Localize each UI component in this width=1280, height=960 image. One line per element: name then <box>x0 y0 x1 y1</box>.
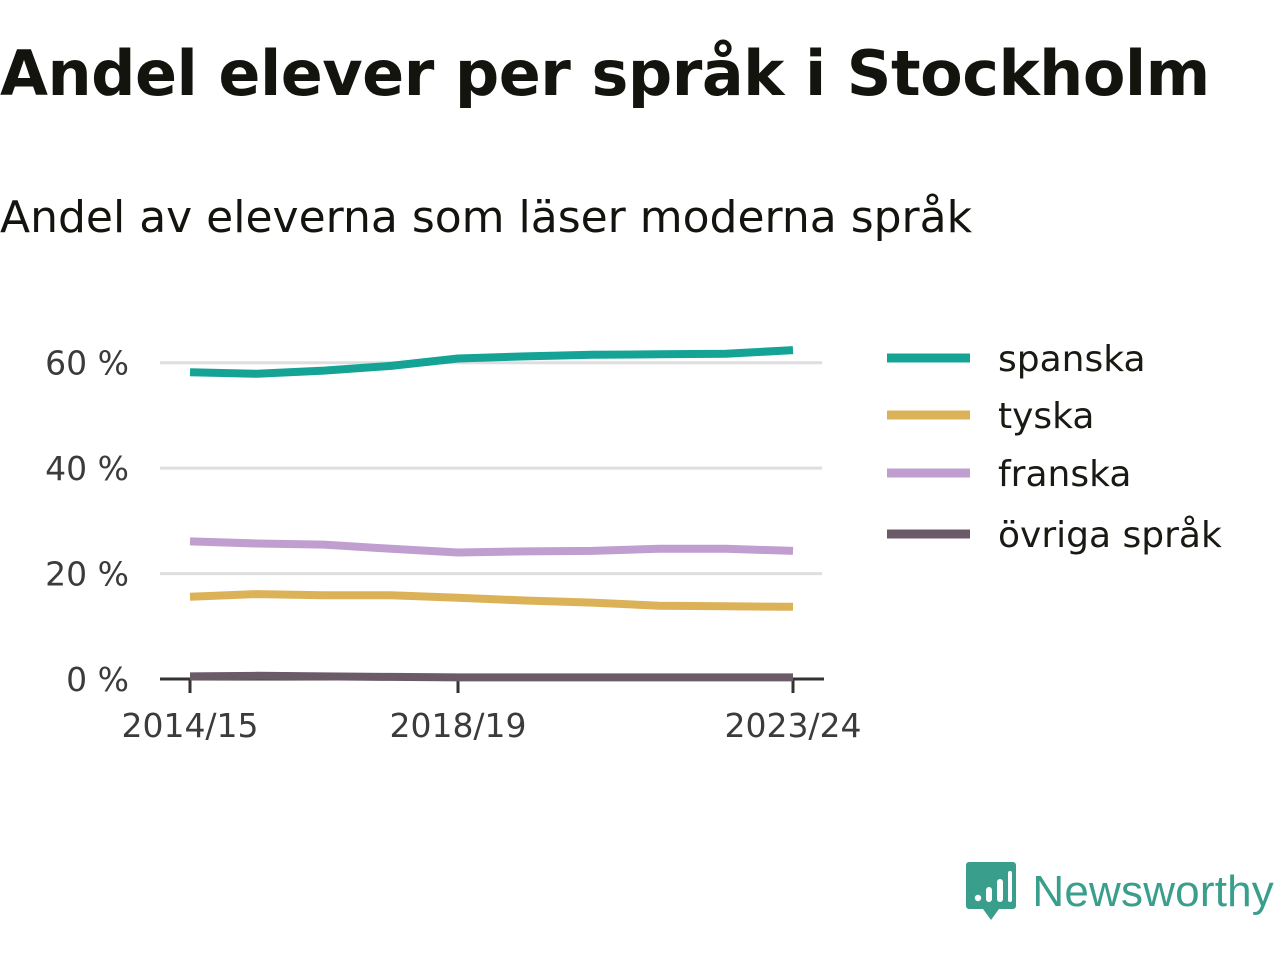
legend-label: övriga språk <box>998 515 1222 556</box>
legend-label: franska <box>998 454 1131 495</box>
y-tick-label: 0 % <box>66 660 129 699</box>
brand-name: Newsworthy <box>1032 867 1274 916</box>
series-line-3 <box>189 671 793 682</box>
chart-subtitle: Andel av eleverna som läser moderna språ… <box>0 192 973 243</box>
grid-layer <box>160 361 822 576</box>
chart-title: Andel elever per språk i Stockholm <box>0 37 1210 110</box>
series-layer <box>189 346 794 682</box>
newsworthy-logo-icon <box>966 862 1017 920</box>
legend: spanska tyska franska övriga språk <box>887 339 1222 556</box>
line-chart: 0 % 20 % 40 % 60 % 2014/15 2018/19 2023/24 spa… <box>45 339 1222 745</box>
brand-logo: Newsworthy <box>966 862 1274 922</box>
x-tick-label: 2023/24 <box>724 706 861 745</box>
x-tick-label: 2014/15 <box>121 706 258 745</box>
series-line-0 <box>189 346 794 378</box>
series-line-1 <box>189 590 794 611</box>
legend-label: tyska <box>998 396 1094 437</box>
series-line-2 <box>189 537 794 557</box>
y-tick-label: 40 % <box>45 449 129 488</box>
y-tick-label: 20 % <box>45 555 129 594</box>
y-tick-label: 60 % <box>45 344 129 383</box>
legend-label: spanska <box>998 339 1146 380</box>
axis-layer: 0 % 20 % 40 % 60 % 2014/15 2018/19 2023/24 <box>45 344 861 745</box>
x-tick-label: 2018/19 <box>389 706 526 745</box>
